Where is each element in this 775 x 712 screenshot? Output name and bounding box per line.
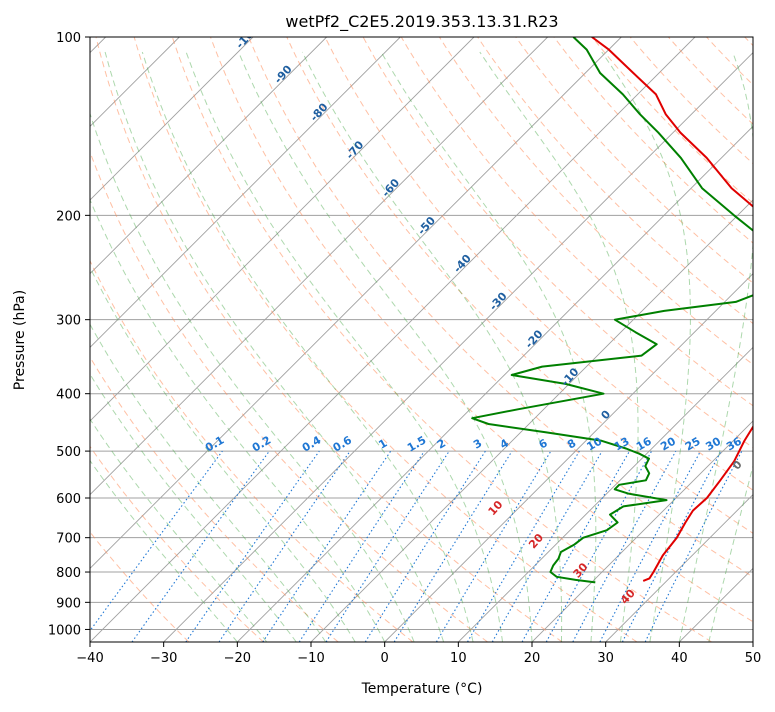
chart-title: wetPf2_C2E5.2019.353.13.31.R23	[285, 12, 558, 32]
y-tick-label: 100	[56, 31, 81, 46]
x-axis-label: Temperature (°C)	[361, 681, 483, 697]
y-tick-label: 400	[56, 388, 81, 403]
y-tick-label: 800	[56, 566, 81, 581]
x-tick-label: 10	[450, 651, 467, 666]
y-tick-label: 900	[56, 596, 81, 611]
x-tick-label: 20	[524, 651, 541, 666]
y-tick-label: 200	[56, 209, 81, 224]
y-tick-label: 1000	[48, 623, 81, 638]
y-tick-label: 600	[56, 492, 81, 507]
x-tick-label: 0	[381, 651, 389, 666]
x-tick-label: −30	[150, 651, 177, 666]
x-tick-label: −20	[224, 651, 251, 666]
x-tick-label: 30	[597, 651, 614, 666]
y-tick-label: 500	[56, 445, 81, 460]
y-tick-label: 300	[56, 314, 81, 329]
y-axis-label: Pressure (hPa)	[12, 290, 28, 390]
x-tick-label: −10	[297, 651, 324, 666]
x-tick-label: 50	[745, 651, 762, 666]
x-tick-label: 40	[671, 651, 688, 666]
y-tick-label: 700	[56, 532, 81, 547]
x-tick-label: −40	[76, 651, 103, 666]
